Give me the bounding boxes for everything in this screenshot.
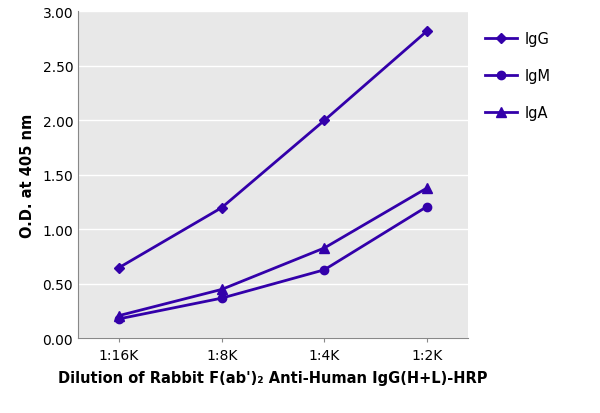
X-axis label: Dilution of Rabbit F(ab')₂ Anti-Human IgG(H+L)-HRP: Dilution of Rabbit F(ab')₂ Anti-Human Ig… — [58, 370, 488, 385]
IgM — [321, 268, 328, 273]
IgA — [218, 287, 225, 292]
IgA — [115, 313, 122, 318]
IgA — [321, 246, 328, 251]
IgM — [218, 296, 225, 301]
Line: IgA: IgA — [114, 184, 432, 320]
Y-axis label: O.D. at 405 nm: O.D. at 405 nm — [20, 114, 35, 237]
IgG — [218, 206, 225, 211]
Line: IgM: IgM — [115, 203, 431, 323]
IgA — [424, 186, 431, 191]
Line: IgG: IgG — [115, 28, 431, 272]
Legend: IgG, IgM, IgA: IgG, IgM, IgA — [479, 26, 556, 126]
IgM — [424, 204, 431, 209]
IgG — [321, 119, 328, 123]
IgM — [115, 317, 122, 322]
IgG — [424, 29, 431, 34]
IgG — [115, 266, 122, 271]
